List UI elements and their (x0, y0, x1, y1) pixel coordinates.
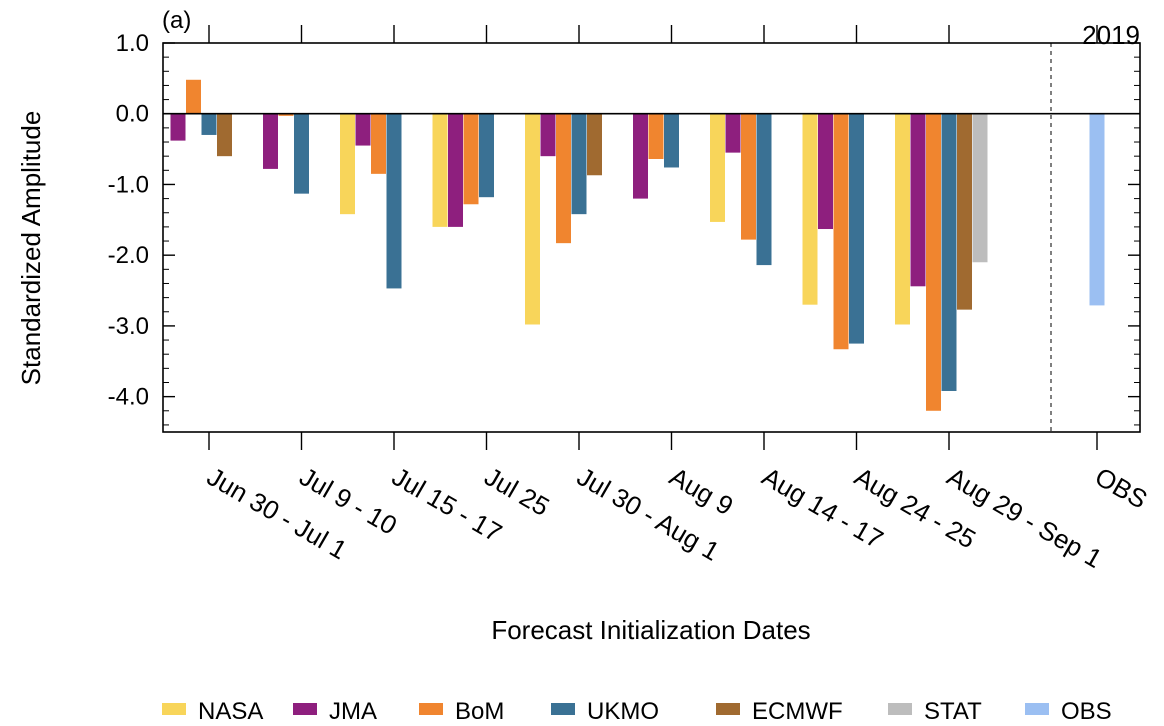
legend-swatch-ecmwf (716, 703, 740, 715)
legend-label-nasa: NASA (198, 698, 263, 725)
year-label: 2019 (1082, 20, 1140, 50)
bar-nasa-4 (525, 113, 540, 325)
x-axis-label: Forecast Initialization Dates (491, 615, 810, 645)
legend-label-jma: JMA (329, 698, 377, 725)
legend-label-bom: BoM (455, 698, 504, 725)
legend-label-stat: STAT (924, 698, 982, 725)
bar-stat-8 (972, 113, 988, 263)
x-tick-label: OBS (1090, 461, 1153, 514)
legend-swatch-stat (888, 703, 912, 715)
axes-layer: 1.0 0.0 -1.0 -2.0 -3.0 -4.0 (108, 25, 1140, 450)
bar-ukmo-4 (571, 113, 587, 215)
bar-jma-5 (633, 113, 648, 199)
bar-bom-6 (741, 113, 756, 240)
legend-swatch-jma (293, 703, 317, 715)
bar-bom-4 (556, 113, 571, 244)
y-axis-label: Standardized Amplitude (16, 111, 46, 386)
bar-bom-2 (371, 113, 386, 174)
bar-jma-0 (170, 113, 186, 141)
y-tick-label: -4.0 (108, 384, 149, 411)
y-tick-label: -1.0 (108, 171, 149, 198)
bar-jma-3 (448, 113, 463, 227)
bar-jma-1 (263, 113, 278, 169)
bar-nasa-7 (802, 113, 818, 305)
legend-swatch-nasa (162, 703, 186, 715)
bar-nasa-2 (340, 113, 355, 215)
bar-ukmo-3 (479, 113, 494, 198)
bar-ecmwf-8 (957, 113, 972, 310)
legend-label-obs: OBS (1061, 698, 1112, 725)
bar-ecmwf-0 (217, 113, 232, 157)
bar-obs-9 (1089, 113, 1105, 306)
bar-bom-3 (463, 113, 479, 205)
bar-bom-8 (926, 113, 941, 411)
x-tick-label: Aug 29 - Sep 1 (942, 461, 1107, 574)
bar-ukmo-8 (941, 113, 957, 391)
legend-label-ecmwf: ECMWF (752, 698, 843, 725)
bar-nasa-6 (710, 113, 725, 222)
bar-jma-7 (818, 113, 833, 230)
bar-nasa-8 (895, 113, 910, 325)
bar-ukmo-7 (849, 113, 864, 344)
bar-ukmo-1 (294, 113, 309, 194)
bar-nasa-3 (432, 113, 448, 227)
legend-swatch-ukmo (551, 703, 575, 715)
bar-jma-2 (355, 113, 371, 146)
legend-swatch-obs (1025, 703, 1049, 715)
panel-label: (a) (162, 7, 191, 34)
bar-bom-0 (186, 79, 201, 114)
y-tick-label: -3.0 (108, 313, 149, 340)
bar-bom-1 (278, 113, 294, 116)
bar-ukmo-0 (201, 113, 217, 135)
legend: NASA JMA BoM UKMO ECMWF STAT OBS (162, 698, 1112, 725)
bar-ukmo-6 (756, 113, 772, 266)
bars-layer (170, 79, 1105, 411)
bar-jma-8 (910, 113, 926, 287)
bar-jma-4 (540, 113, 556, 157)
legend-swatch-bom (419, 703, 443, 715)
bar-jma-6 (725, 113, 741, 153)
bar-ukmo-2 (386, 113, 402, 289)
y-tick-label: -2.0 (108, 242, 149, 269)
bar-ecmwf-4 (587, 113, 602, 176)
plot-frame (162, 42, 1141, 433)
bar-ukmo-5 (664, 113, 679, 168)
bar-bom-5 (648, 113, 664, 159)
y-tick-label: 0.0 (116, 101, 149, 128)
legend-label-ukmo: UKMO (587, 698, 659, 725)
y-tick-label: 1.0 (116, 30, 149, 57)
bar-bom-7 (833, 113, 849, 350)
